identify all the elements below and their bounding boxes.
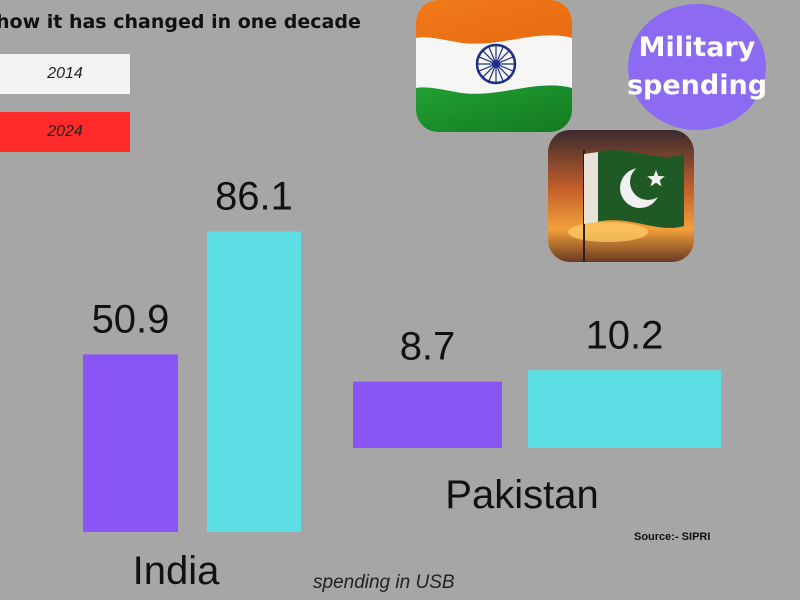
india-flag-icon xyxy=(416,0,572,132)
category-label-india: India xyxy=(133,549,220,593)
data-label-pakistan-2024: 10.2 xyxy=(586,313,664,357)
legend-item-2024: 2024 xyxy=(0,112,130,152)
data-label-india-2024: 86.1 xyxy=(215,175,293,219)
legend-item-2014: 2014 xyxy=(0,54,130,94)
bar-pakistan-2014 xyxy=(353,381,502,448)
badge-line-2: spending xyxy=(626,70,768,101)
bar-india-2024 xyxy=(207,231,301,533)
data-label-pakistan-2014: 8.7 xyxy=(400,325,456,369)
military-spending-badge: Military spending xyxy=(626,4,768,130)
pakistan-flag-icon xyxy=(548,130,694,262)
source-note: Source:- SIPRI xyxy=(634,531,711,543)
unit-label: spending in USB xyxy=(313,572,455,593)
bar-india-2014 xyxy=(83,354,178,532)
badge-line-1: Military xyxy=(638,32,756,63)
chart-title: how it has changed in one decade xyxy=(0,11,361,33)
data-label-india-2014: 50.9 xyxy=(92,297,170,341)
bar-pakistan-2024 xyxy=(528,370,721,448)
category-label-pakistan: Pakistan xyxy=(445,473,598,517)
